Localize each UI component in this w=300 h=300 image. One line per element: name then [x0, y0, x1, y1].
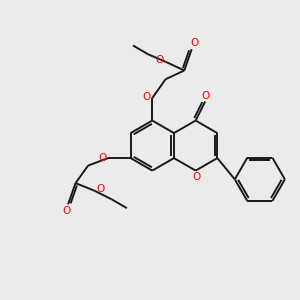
Text: O: O	[155, 55, 163, 65]
Text: O: O	[192, 172, 201, 182]
Text: O: O	[98, 152, 106, 163]
Text: O: O	[190, 38, 199, 48]
Text: O: O	[202, 91, 210, 100]
Text: O: O	[97, 184, 105, 194]
Text: O: O	[142, 92, 151, 102]
Text: O: O	[62, 206, 71, 216]
